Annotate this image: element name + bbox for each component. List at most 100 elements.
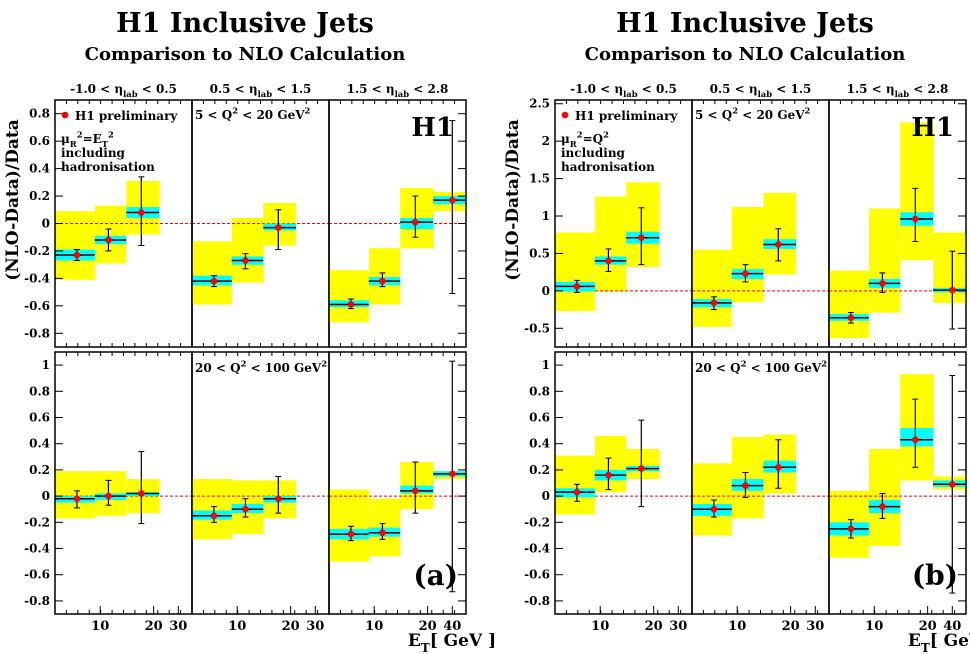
data-point (710, 299, 718, 307)
chart-subtitle: Comparison to NLO Calculation (85, 44, 406, 65)
q2-sup2: 2 (305, 106, 311, 116)
y-tick-label: 0.4 (29, 437, 50, 451)
chart-subtitle: Comparison to NLO Calculation (585, 44, 906, 65)
x-tick-label: 30 (806, 619, 824, 634)
uncertainty-box (192, 479, 232, 540)
x-tick-label: 10 (228, 619, 246, 634)
scale-mu-sup: 2 (577, 130, 583, 140)
legend-marker (561, 111, 569, 119)
chart-title: H1 Inclusive Jets (116, 8, 374, 39)
x-tick-label: 30 (169, 619, 187, 634)
y-tick-label: 0.4 (29, 162, 50, 176)
data-point (242, 505, 249, 513)
eta-bin-sub: lab (258, 89, 273, 99)
y-axis-label: (NLO-Data)/Data (503, 119, 523, 281)
data-point (210, 277, 218, 285)
q2-pre: 20 < Q (195, 361, 241, 375)
x-axis-label-sub: T (921, 641, 930, 654)
x-tick-label: 10 (91, 619, 109, 634)
uncertainty-box (692, 463, 732, 536)
y-tick-label: 1 (42, 358, 50, 372)
q2-sup: 2 (741, 359, 747, 369)
x-tick-label: 20 (645, 619, 663, 634)
uncertainty-box (731, 207, 764, 303)
y-tick-label: 0 (42, 217, 50, 231)
h1-logo: H1 (411, 113, 454, 143)
uncertainty-box (94, 205, 127, 264)
y-tick-label: 0 (542, 489, 550, 503)
uncertainty-box (55, 211, 95, 280)
data-point (879, 503, 886, 510)
scale-mu-sup: 2 (77, 130, 83, 140)
x-tick-label: 30 (306, 619, 324, 634)
data-point (379, 277, 386, 285)
data-point (449, 470, 456, 478)
data-point (912, 215, 919, 223)
data-point (573, 283, 581, 290)
scale-choice-label: μR2=ET2 (61, 130, 114, 150)
y-tick-label: -0.4 (24, 542, 50, 556)
eta-bin-label: 0.5 < η (210, 82, 258, 96)
uncertainty-box (555, 232, 595, 312)
data-point (73, 495, 81, 503)
x-tick-label: 20 (419, 619, 437, 634)
x-tick-label: 20 (282, 619, 300, 634)
eta-bin-post: < 1.5 (272, 82, 311, 96)
x-tick-label: 20 (919, 619, 937, 634)
eta-bin-label: 1.5 < η (347, 82, 395, 96)
eta-bin-sub: lab (123, 89, 138, 99)
scale-mu: μ (61, 132, 70, 146)
data-point (847, 525, 855, 533)
uncertainty-box (900, 122, 934, 261)
data-point (379, 529, 386, 537)
data-point (242, 257, 249, 264)
legend-line-3: hadronisation (61, 160, 155, 174)
y-tick-label: 0.2 (529, 463, 550, 477)
data-point (638, 465, 645, 472)
h1-logo: H1 (911, 113, 954, 143)
data-point (73, 251, 81, 259)
y-tick-label: 1 (542, 209, 550, 223)
q2-pre: 20 < Q (695, 361, 741, 375)
uncertainty-box (868, 448, 901, 546)
q2-sup: 2 (732, 106, 738, 116)
eta-bin-label: 0.5 < η (710, 82, 758, 96)
eta-bin-post: < 0.5 (138, 82, 177, 96)
panel-label: (a) (413, 559, 458, 592)
q2-sup: 2 (241, 359, 247, 369)
q2-sup2: 2 (321, 359, 327, 369)
data-point (775, 463, 782, 471)
x-axis-label-unit: [ GeV ] (930, 631, 970, 651)
data-point (638, 234, 645, 242)
legend-label: H1 preliminary (75, 109, 178, 123)
y-tick-label: -0.6 (524, 568, 550, 582)
eta-bin-sub: lab (758, 89, 773, 99)
data-point (949, 286, 956, 294)
q2-post: < 100 GeV (746, 361, 822, 375)
y-tick-label: 0.6 (29, 411, 50, 425)
y-tick-label: -0.8 (524, 594, 550, 608)
eta-bin-sub: lab (395, 89, 410, 99)
data-point (105, 492, 112, 500)
data-point (105, 236, 112, 244)
eta-bin-header: 1.5 < ηlab < 2.8 (847, 82, 949, 99)
data-point (742, 482, 749, 489)
y-tick-label: 0.2 (29, 463, 50, 477)
scale-rhs-sub: T (102, 139, 109, 149)
q2-sup2: 2 (821, 359, 827, 369)
uncertainty-box (329, 489, 369, 562)
uncertainty-box (368, 248, 401, 305)
q2-sup2: 2 (805, 106, 811, 116)
q2-bin-label: 20 < Q2 < 100 GeV2 (195, 359, 327, 375)
eta-bin-post: < 1.5 (772, 82, 811, 96)
data-point (742, 270, 749, 277)
eta-bin-post: < 0.5 (638, 82, 677, 96)
x-tick-label: 10 (365, 619, 383, 634)
y-tick-label: 0.8 (29, 107, 50, 121)
data-point (412, 487, 419, 495)
x-tick-label: 10 (865, 619, 883, 634)
legend-line-3: hadronisation (561, 160, 655, 174)
data-point (275, 495, 282, 503)
uncertainty-box (594, 196, 627, 292)
legend-line-2: including (61, 146, 126, 160)
